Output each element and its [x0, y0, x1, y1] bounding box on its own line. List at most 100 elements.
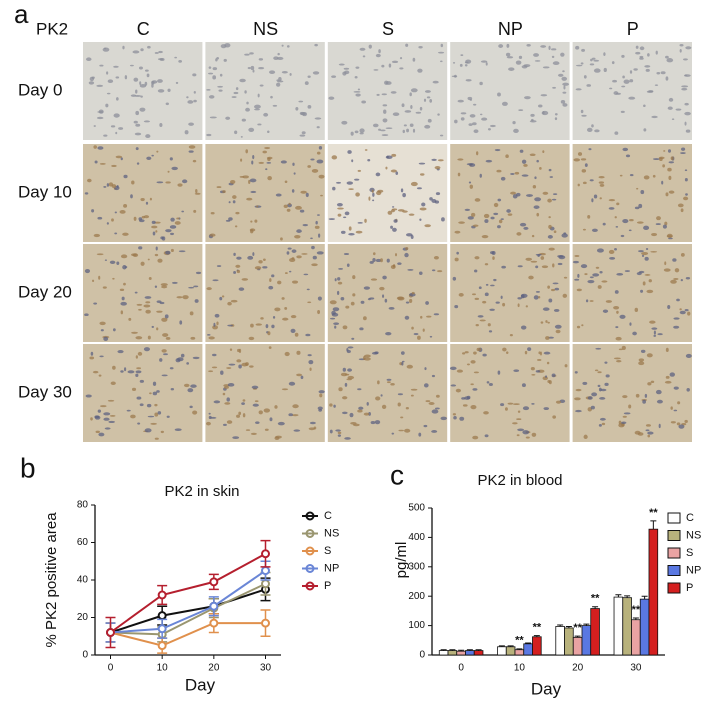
cell [133, 77, 139, 82]
cell [670, 279, 677, 284]
cell [475, 324, 479, 327]
cell [375, 53, 381, 58]
cell [155, 246, 158, 251]
cell [667, 149, 672, 153]
cell [501, 265, 506, 269]
error-bar [650, 520, 657, 530]
cell [591, 57, 596, 60]
legend-swatch [667, 582, 681, 594]
cell [156, 310, 163, 313]
cell [288, 381, 296, 386]
cell [300, 190, 307, 194]
cell [502, 302, 506, 307]
cell [174, 428, 182, 432]
cell [250, 65, 255, 71]
cell [99, 163, 106, 165]
cell [593, 194, 598, 199]
cell [176, 217, 180, 220]
cell [423, 383, 429, 388]
cell [341, 120, 348, 125]
cell [431, 269, 436, 272]
cell [312, 255, 317, 260]
cell [685, 129, 691, 133]
cell [684, 74, 687, 77]
cell [296, 229, 302, 233]
cell [250, 432, 257, 435]
cell [140, 48, 144, 52]
cell [597, 384, 601, 388]
cell [123, 282, 126, 286]
cell [488, 383, 493, 386]
cell [670, 406, 673, 410]
cell [638, 361, 645, 366]
point [261, 549, 270, 559]
cell [286, 208, 291, 212]
cell [563, 85, 566, 90]
cell [271, 274, 275, 278]
cell [133, 120, 138, 124]
cell [605, 300, 612, 303]
cell [235, 211, 240, 215]
x-tick-label: 30 [630, 663, 642, 674]
cell [377, 380, 380, 385]
cell [370, 278, 378, 281]
cell [223, 423, 227, 426]
cell [97, 216, 103, 220]
cell [479, 81, 483, 86]
point [209, 601, 219, 611]
cell [679, 308, 682, 311]
cell [207, 334, 211, 336]
cell [160, 430, 164, 434]
cell [190, 336, 196, 340]
cell [684, 169, 688, 172]
cell [581, 324, 584, 327]
significance-mark: ** [632, 604, 641, 616]
cell [474, 198, 481, 202]
cell [175, 358, 181, 363]
legend-label: C [324, 510, 332, 522]
cell [481, 235, 489, 239]
cell [292, 162, 295, 166]
cell [136, 396, 142, 400]
cell [545, 336, 550, 340]
cell [317, 296, 322, 301]
cell [390, 382, 395, 386]
cell [507, 213, 513, 216]
cell [158, 50, 163, 54]
cell [651, 327, 658, 330]
cell [517, 303, 520, 308]
cell [107, 399, 115, 402]
cell [542, 307, 550, 311]
cell [552, 415, 557, 419]
cell [137, 351, 143, 356]
cell [407, 268, 414, 271]
legend-marker [305, 529, 315, 538]
cell [593, 68, 601, 73]
cell [506, 43, 510, 48]
cell [535, 253, 542, 256]
cell [653, 330, 656, 335]
cell [120, 157, 123, 161]
cell [509, 333, 513, 337]
cell [469, 114, 476, 118]
cell [164, 314, 169, 319]
bar [497, 646, 507, 656]
cell [271, 324, 275, 329]
series-line [110, 582, 266, 636]
cell [94, 160, 98, 164]
cell [472, 435, 479, 440]
cell [669, 372, 676, 377]
column-label: C [137, 19, 150, 39]
cell [597, 285, 602, 289]
cell [534, 176, 537, 180]
cell [670, 421, 676, 424]
cell [287, 247, 292, 250]
cell [599, 417, 606, 421]
cell [135, 370, 142, 374]
cell [404, 315, 410, 320]
cell [614, 290, 619, 294]
cell [104, 259, 107, 261]
cell [614, 247, 617, 251]
cell [194, 299, 199, 303]
cell [206, 133, 212, 137]
